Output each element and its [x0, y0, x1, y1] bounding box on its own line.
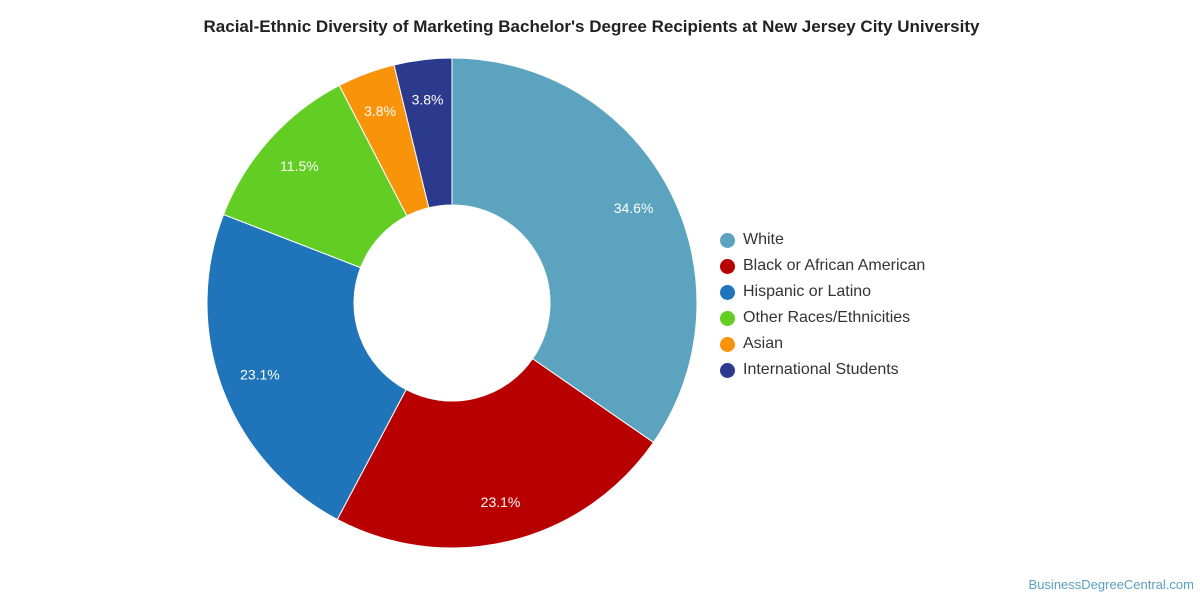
slice-label: 11.5% [280, 158, 319, 174]
legend-label: White [743, 231, 784, 248]
slice-other-races-ethnicities[interactable] [222, 84, 408, 269]
slice-label: 3.8% [364, 103, 396, 119]
legend: White Black or African American Hispanic o… [720, 227, 925, 383]
slice-international-students[interactable] [393, 57, 453, 209]
source-credit[interactable]: BusinessDegreeCentral.com [1028, 577, 1194, 592]
legend-label: International Students [743, 361, 899, 378]
legend-item[interactable]: White [720, 227, 925, 253]
legend-swatch [720, 258, 735, 274]
slice-label: 3.8% [412, 91, 444, 107]
legend-swatch [720, 310, 735, 326]
legend-item[interactable]: Hispanic or Latino [720, 279, 925, 305]
slice-black-or-african-american[interactable] [336, 358, 655, 549]
legend-swatch [720, 284, 735, 300]
slice-label: 23.1% [240, 367, 280, 383]
slice-white[interactable] [451, 57, 698, 444]
legend-swatch [720, 232, 735, 248]
legend-label: Asian [743, 335, 784, 352]
slice-hispanic-or-latino[interactable] [206, 213, 407, 521]
legend-label: Hispanic or Latino [743, 283, 872, 300]
slice-label: 34.6% [614, 200, 654, 216]
legend-swatch [720, 336, 735, 352]
legend-label: Other Races/Ethnicities [743, 309, 911, 326]
chart-title: Racial-Ethnic Diversity of Marketing Bac… [203, 17, 980, 36]
legend-item[interactable]: International Students [720, 357, 925, 383]
legend-label: Black or African American [743, 257, 926, 274]
legend-item[interactable]: Black or African American [720, 253, 925, 279]
legend-item[interactable]: Asian [720, 331, 925, 357]
legend-swatch [720, 362, 735, 378]
slice-label: 23.1% [481, 494, 521, 510]
legend-item[interactable]: Other Races/Ethnicities [720, 305, 925, 331]
